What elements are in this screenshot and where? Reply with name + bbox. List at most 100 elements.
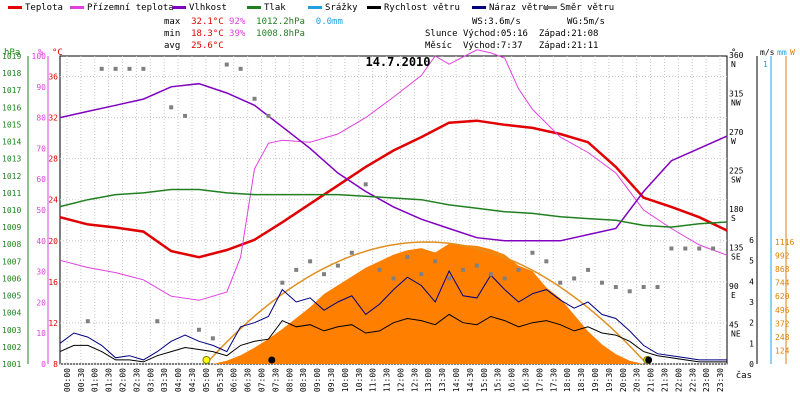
tick-hpa: 1010 — [2, 206, 21, 215]
tick-w: 1116 — [775, 238, 794, 247]
tick-deg: 360 — [729, 51, 744, 60]
x-tick-label: 08:30 — [299, 368, 308, 392]
tick-dir: N — [731, 60, 736, 69]
x-tick-label: 09:00 — [313, 368, 322, 392]
tick-pct: 30 — [36, 268, 46, 277]
tick-degc: 8 — [53, 360, 58, 369]
tick-pct: 0 — [41, 360, 46, 369]
wind-dir-point — [322, 272, 327, 277]
wind-dir-point — [85, 319, 90, 324]
tick-deg: 135 — [729, 244, 744, 253]
axis-unit-hpa: hPa — [4, 48, 20, 58]
legend-swatch — [308, 6, 322, 9]
x-tick-label: 14:00 — [452, 368, 461, 392]
x-tick-label: 20:30 — [633, 368, 642, 392]
axis-unit-degc: °C — [52, 48, 63, 58]
tick-w: 496 — [775, 306, 790, 315]
x-tick-label: 00:30 — [77, 368, 86, 392]
wind-dir-point — [238, 66, 243, 71]
wind-dir-point — [363, 182, 368, 187]
x-tick-label: 11:30 — [383, 368, 392, 392]
x-tick-label: 04:00 — [174, 368, 183, 392]
stat-max: max 32.1°C 92% 1012.2hPa 0.0mm — [164, 17, 343, 27]
axis-label-cas: čas — [736, 370, 752, 381]
series-Rychlost větru — [59, 313, 727, 363]
tick-degc: 36 — [48, 73, 58, 82]
stat-avg: avg 25.6°C — [164, 41, 224, 51]
tick-degc: 28 — [48, 155, 58, 164]
tick-hpa: 1006 — [2, 274, 21, 283]
axis-unit-mm: mm — [777, 48, 787, 57]
x-tick-label: 10:00 — [341, 368, 350, 392]
wind-dir-point — [641, 285, 646, 289]
legend-label: Směr větru — [560, 3, 615, 13]
legend-item: Teplota — [8, 3, 63, 13]
legend-item: Tlak — [247, 3, 286, 13]
wind-dir-point — [391, 276, 396, 281]
x-tick-label: 22:30 — [688, 368, 697, 392]
tick-hpa: 1003 — [2, 326, 21, 335]
tick-w: 744 — [775, 279, 790, 288]
x-tick-label: 12:00 — [396, 368, 405, 392]
wind-dir-point — [711, 246, 716, 251]
wind-dir-point — [252, 96, 257, 101]
x-tick-label: 16:30 — [522, 368, 531, 392]
legend-label: Vlhkost — [189, 3, 227, 13]
x-tick-label: 18:00 — [563, 368, 572, 392]
tick-hpa: 1016 — [2, 103, 21, 112]
wind-dir-point — [419, 272, 424, 277]
wind-dir-point — [447, 276, 452, 281]
legend-item: Srážky — [308, 3, 358, 13]
tick-dir: S — [731, 214, 736, 223]
stat-ws: WS:3.6m/s — [472, 17, 521, 27]
moon-marker — [268, 356, 276, 364]
legend-label: Rychlost větru — [384, 3, 460, 13]
wind-dir-point — [683, 246, 688, 251]
x-tick-label: 21:30 — [660, 368, 669, 392]
wind-dir-point — [99, 66, 104, 71]
axis-unit-deg: ° — [731, 48, 736, 58]
tick-w: 868 — [775, 265, 790, 274]
tick-degc: 20 — [48, 237, 58, 246]
moon-marker — [645, 356, 653, 364]
tick-hpa: 1007 — [2, 257, 21, 266]
legend-swatch — [172, 6, 186, 9]
x-tick-label: 06:30 — [244, 368, 253, 392]
legend-swatch — [247, 6, 261, 9]
wind-dir-point — [502, 276, 507, 281]
tick-pct: 100 — [32, 52, 47, 61]
solar-area — [212, 243, 644, 364]
stat-wg: WG:5m/s — [567, 17, 605, 27]
wind-dir-point — [335, 263, 340, 268]
tick-pct: 70 — [36, 144, 46, 153]
x-tick-label: 05:30 — [216, 368, 225, 392]
tick-hpa: 1018 — [2, 69, 21, 78]
tick-hpa: 1005 — [2, 292, 21, 301]
tick-ms: 4 — [749, 277, 754, 286]
x-tick-label: 22:00 — [674, 368, 683, 392]
wind-dir-point — [349, 250, 354, 255]
sun-marker — [202, 356, 211, 364]
tick-hpa: 1004 — [2, 309, 21, 318]
axis-unit-w: W — [790, 48, 795, 57]
wind-dir-point — [488, 272, 493, 277]
tick-ms: 3 — [749, 298, 754, 307]
x-tick-label: 21:00 — [647, 368, 656, 392]
wind-dir-point — [572, 276, 577, 281]
solar-theoretical-curve — [205, 241, 648, 365]
tick-w: 372 — [775, 319, 790, 328]
wind-dir-point — [544, 259, 549, 264]
tick-degc: 32 — [48, 114, 58, 123]
tick-hpa: 1019 — [2, 52, 21, 61]
x-tick-label: 16:00 — [508, 368, 517, 392]
series-Tlak — [59, 188, 728, 228]
wind-dir-point — [294, 267, 299, 272]
tick-dir: W — [731, 137, 736, 146]
tick-deg: 270 — [729, 128, 744, 137]
tick-hpa: 1009 — [2, 223, 21, 232]
tick-w: 248 — [775, 333, 790, 342]
x-tick-label: 05:00 — [202, 368, 211, 392]
x-tick-label: 13:30 — [438, 368, 447, 392]
axis-unit-ms: m/s — [760, 48, 775, 57]
